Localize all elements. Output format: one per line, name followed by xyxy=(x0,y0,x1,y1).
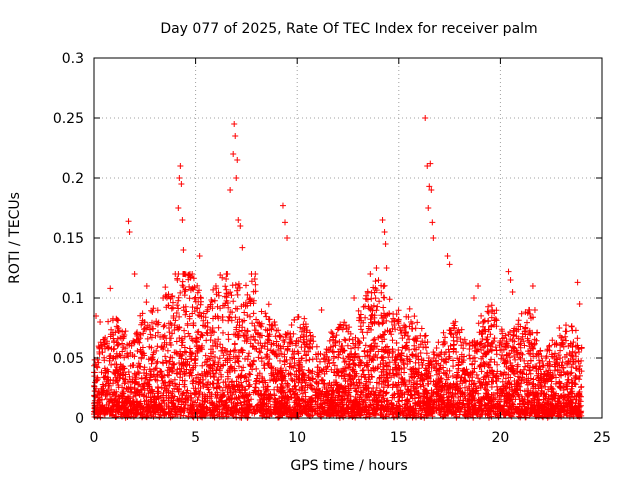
data-point xyxy=(97,319,104,325)
data-point xyxy=(407,319,414,325)
data-point xyxy=(177,163,184,169)
data-point xyxy=(115,325,122,331)
data-point xyxy=(175,205,182,211)
data-point xyxy=(237,223,244,229)
data-point xyxy=(351,295,358,301)
data-point xyxy=(160,295,167,301)
data-points xyxy=(93,115,583,331)
data-point xyxy=(367,271,374,277)
data-point xyxy=(444,253,451,259)
x-tick-label: 25 xyxy=(593,430,611,446)
data-point xyxy=(178,181,185,187)
x-axis-label: GPS time / hours xyxy=(290,458,407,474)
y-tick-label: 0.2 xyxy=(62,171,84,187)
data-point xyxy=(429,219,436,226)
data-point xyxy=(230,151,237,157)
chart-title: Day 077 of 2025, Rate Of TEC Index for r… xyxy=(160,21,537,37)
data-point xyxy=(422,115,429,121)
data-point xyxy=(531,307,538,313)
x-tick-label: 15 xyxy=(390,430,408,446)
data-point xyxy=(475,283,482,289)
data-point xyxy=(239,244,246,251)
data-point xyxy=(556,325,563,331)
data-point xyxy=(172,271,179,277)
y-tick-label: 0.1 xyxy=(62,291,84,307)
data-point xyxy=(470,295,477,301)
data-point xyxy=(382,241,389,247)
data-point xyxy=(373,265,380,271)
x-tick-label: 5 xyxy=(191,430,200,446)
y-axis-label: ROTI / TECUs xyxy=(7,192,23,284)
data-point xyxy=(233,175,240,181)
data-point xyxy=(507,277,514,283)
data-point xyxy=(235,217,242,223)
data-point xyxy=(529,283,536,289)
data-point xyxy=(279,202,286,209)
axis-ticks: 0 5 10 15 20 25 0 0.05 0.1 0.15 0.2 0.25 0.3 xyxy=(53,51,611,446)
x-tick-label: 10 xyxy=(288,430,306,446)
data-point xyxy=(282,219,289,226)
data-point xyxy=(576,301,583,307)
y-tick-label: 0.15 xyxy=(53,231,84,247)
data-point xyxy=(234,157,241,163)
data-point xyxy=(227,187,234,193)
data-point xyxy=(179,217,186,223)
data-point xyxy=(176,175,183,181)
y-tick-label: 0.3 xyxy=(62,51,84,67)
dense-plus-markers xyxy=(91,271,585,421)
data-point xyxy=(426,183,433,190)
data-point xyxy=(212,283,219,289)
data-point xyxy=(574,279,581,286)
data-point xyxy=(107,285,114,292)
data-point xyxy=(196,253,203,259)
data-point xyxy=(318,307,325,313)
data-point xyxy=(383,265,390,271)
y-tick-label: 0.05 xyxy=(53,351,84,367)
data-point xyxy=(231,121,238,127)
x-tick-label: 0 xyxy=(90,430,99,446)
data-point xyxy=(232,133,239,139)
y-tick-label: 0.25 xyxy=(53,111,84,127)
data-point xyxy=(446,261,453,268)
data-point xyxy=(424,163,431,169)
y-tick-label: 0 xyxy=(75,411,84,427)
data-point xyxy=(143,283,150,289)
data-point xyxy=(428,187,435,193)
data-point xyxy=(381,229,388,235)
data-point xyxy=(489,307,496,313)
data-point xyxy=(125,218,132,225)
data-point xyxy=(180,247,187,253)
data-point xyxy=(379,217,386,223)
data-point xyxy=(131,271,138,277)
data-point xyxy=(284,235,291,241)
x-tick-label: 20 xyxy=(491,430,509,446)
data-point xyxy=(430,235,437,241)
data-point xyxy=(126,229,133,235)
data-point xyxy=(509,289,516,295)
data-point xyxy=(427,160,434,167)
data-point xyxy=(505,268,512,275)
dense-data-band xyxy=(91,271,585,421)
data-point xyxy=(425,205,432,211)
